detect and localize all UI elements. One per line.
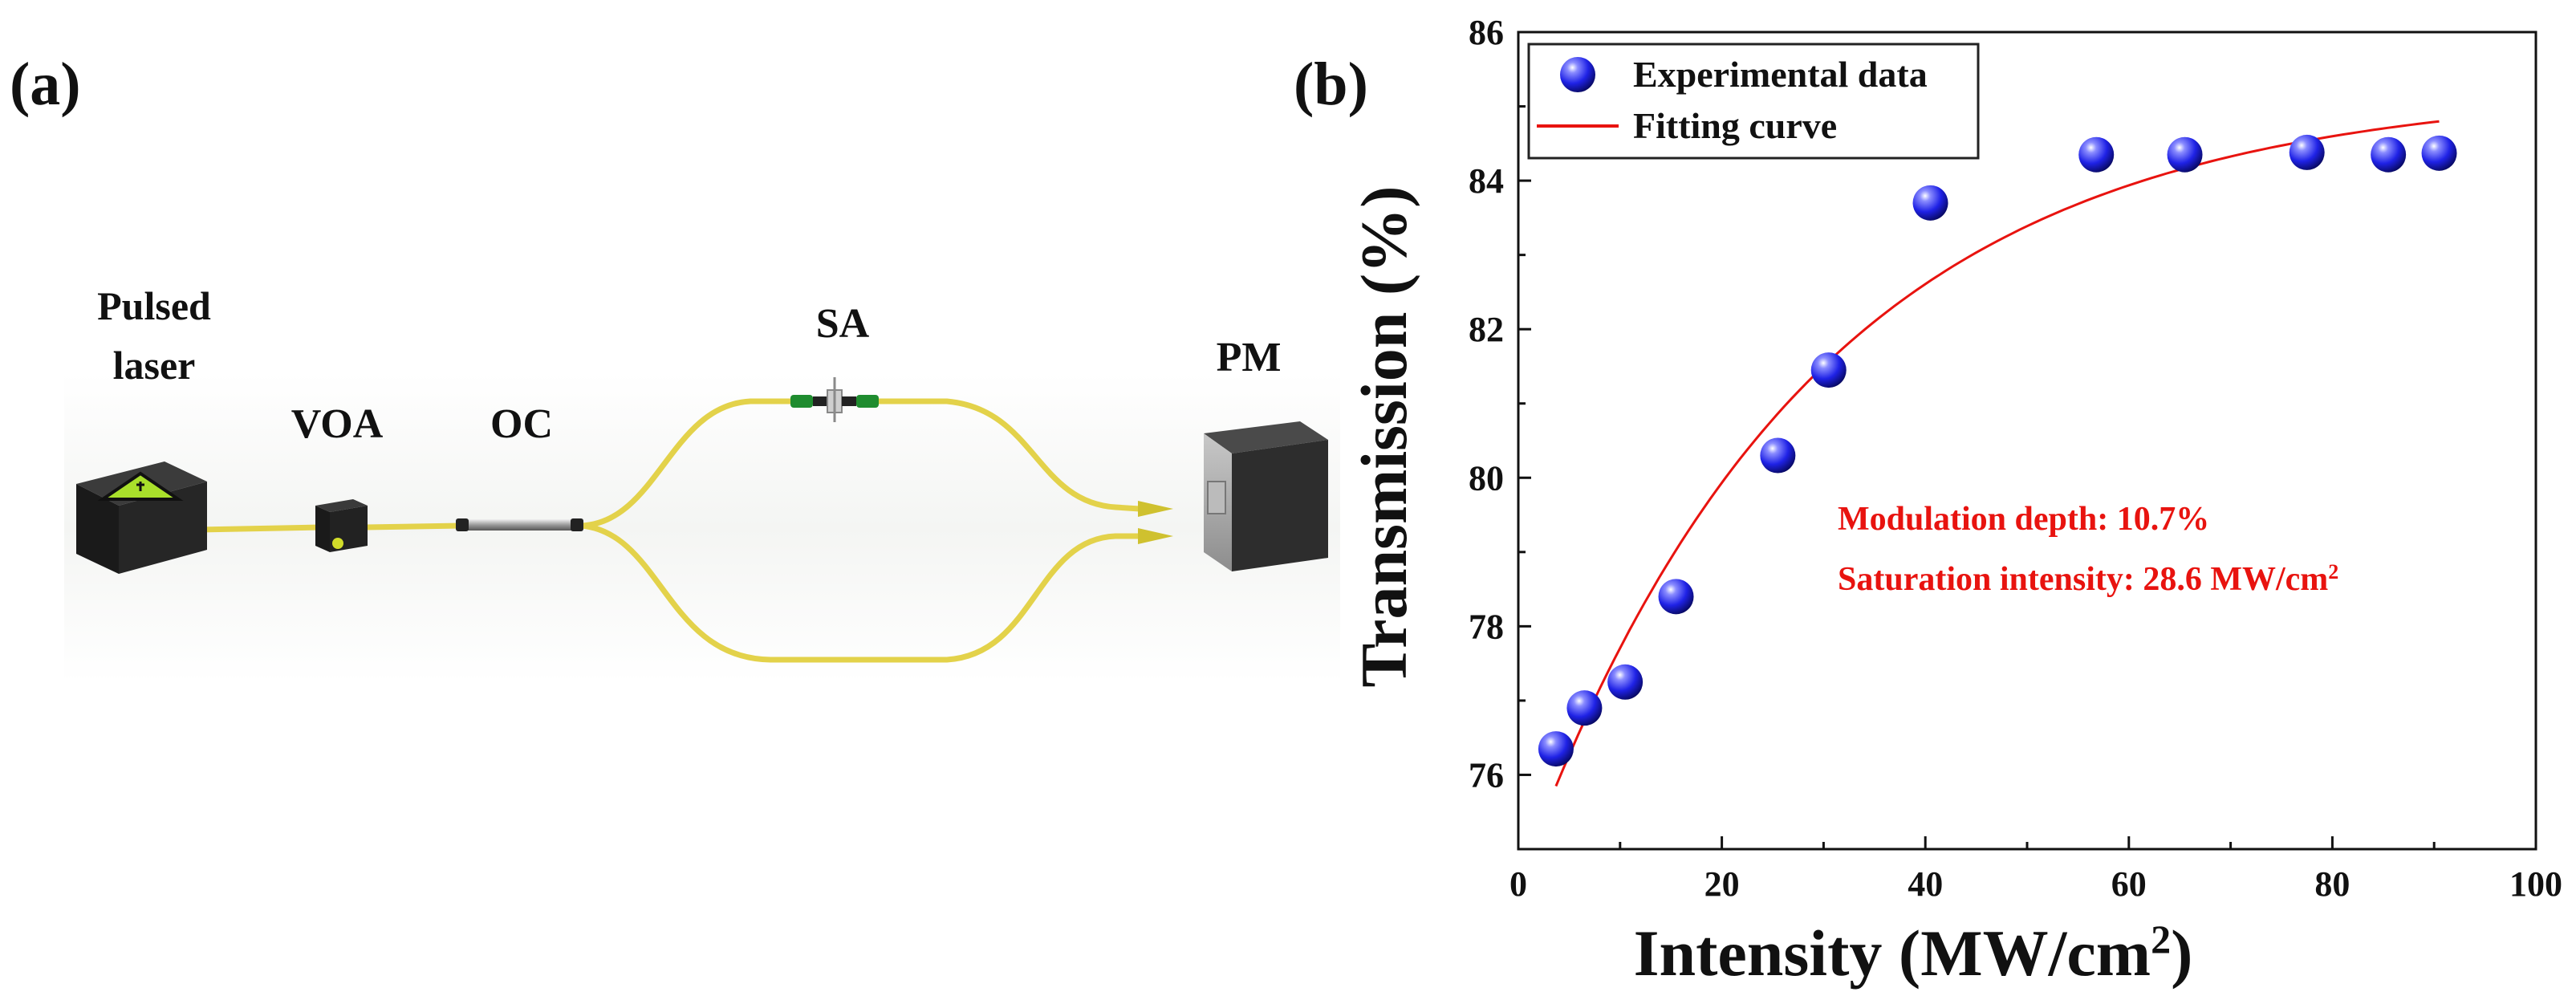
x-tick-label: 80 — [2314, 864, 2350, 904]
data-point — [1538, 731, 1574, 767]
arrow-head-upper — [1138, 501, 1173, 517]
fiber-oc-lower-arm — [579, 522, 1143, 663]
legend: Experimental data Fitting curve — [1527, 43, 1980, 160]
label-oc: OC — [490, 401, 553, 447]
data-point — [1607, 664, 1644, 700]
data-point — [2078, 136, 2115, 173]
label-laser: laser — [113, 343, 196, 388]
data-point — [1912, 185, 1948, 221]
data-point — [2289, 134, 2325, 170]
laser-box-side — [119, 482, 207, 574]
data-point — [1810, 352, 1847, 388]
annotation-saturation-intensity: Saturation intensity: 28.6 MW/cm2 — [1838, 560, 2338, 599]
pulsed-laser-box — [76, 461, 207, 574]
y-tick-label: 78 — [1469, 607, 1504, 646]
panel-a-label: (a) — [10, 51, 81, 118]
fiber-voa-to-oc — [362, 522, 465, 531]
data-points-layer — [1538, 134, 2457, 767]
data-point — [2371, 136, 2407, 173]
power-meter — [1204, 421, 1328, 571]
data-point — [1760, 437, 1796, 474]
annotation-modulation-depth: Modulation depth: 10.7% — [1838, 501, 2209, 538]
y-tick-label: 84 — [1469, 161, 1504, 201]
panel-b: (b) 0 20 40 60 80 100 76 78 80 82 84 86 Transmissio… — [1294, 13, 2562, 990]
annotation-saturation-text: Saturation intensity: 28.6 MW/cm — [1838, 561, 2328, 598]
y-axis-title: Transmission (%) — [1347, 186, 1420, 688]
chart-axes: 0 20 40 60 80 100 76 78 80 82 84 86 — [1469, 13, 2562, 904]
label-voa: VOA — [291, 401, 384, 447]
fiber-network — [197, 398, 1143, 663]
fiber-arrowheads — [1138, 501, 1173, 544]
panel-a: (a) Pulsed laser VO — [10, 51, 1340, 682]
data-point — [2421, 135, 2457, 171]
fitting-curve-layer — [1554, 120, 2440, 787]
fitting-curve-line — [1554, 120, 2440, 787]
legend-label-experimental: Experimental data — [1633, 54, 1928, 95]
optical-coupler — [456, 518, 583, 531]
x-axis-title-sup: 2 — [2151, 917, 2171, 961]
panel-b-label: (b) — [1294, 51, 1368, 118]
arrow-head-lower — [1138, 528, 1173, 544]
x-tick-label: 0 — [1509, 864, 1527, 904]
saturable-absorber — [790, 377, 879, 422]
data-point — [1658, 579, 1694, 615]
x-tick-label: 40 — [1908, 864, 1943, 904]
x-tick-label: 60 — [2111, 864, 2147, 904]
label-pm: PM — [1217, 335, 1282, 380]
data-point — [1566, 690, 1603, 726]
legend-marker-experimental — [1560, 57, 1595, 92]
y-tick-label: 86 — [1469, 13, 1504, 52]
fiber-laser-to-voa — [197, 524, 324, 533]
x-tick-label: 100 — [2509, 864, 2562, 904]
y-tick-label: 80 — [1469, 458, 1504, 498]
laser-box-front — [76, 484, 119, 574]
data-point — [2167, 136, 2203, 173]
voa-knob — [332, 538, 343, 549]
x-axis-title-tail: ) — [2171, 917, 2192, 990]
annotation-saturation-sup: 2 — [2328, 560, 2338, 583]
y-tick-label: 82 — [1469, 310, 1504, 349]
x-axis-title: Intensity (MW/cm2) — [1634, 917, 2193, 990]
legend-box — [1527, 43, 1980, 160]
x-axis-title-main: Intensity (MW/cm — [1634, 917, 2151, 990]
label-pulsed: Pulsed — [97, 283, 211, 328]
y-tick-label: 76 — [1469, 755, 1504, 795]
voa-device — [315, 499, 368, 552]
label-sa: SA — [816, 301, 870, 347]
legend-label-fitting: Fitting curve — [1633, 105, 1837, 146]
x-tick-label: 20 — [1704, 864, 1740, 904]
fiber-oc-upper-arm — [579, 398, 1143, 529]
